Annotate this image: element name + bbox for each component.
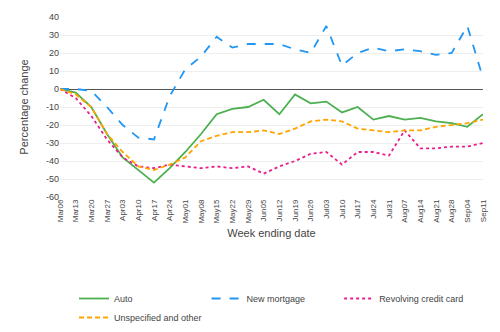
svg-text:Mar27: Mar27 xyxy=(103,199,112,222)
svg-text:Unspecified and other: Unspecified and other xyxy=(114,313,202,323)
svg-text:May15: May15 xyxy=(212,199,221,224)
svg-text:20: 20 xyxy=(49,48,59,58)
svg-text:-20: -20 xyxy=(46,120,59,130)
svg-text:-10: -10 xyxy=(46,102,59,112)
svg-text:Jun26: Jun26 xyxy=(306,199,315,221)
svg-text:Mar13: Mar13 xyxy=(71,199,80,222)
svg-text:Mar20: Mar20 xyxy=(87,199,96,222)
svg-text:Aug28: Aug28 xyxy=(447,199,456,223)
svg-text:Jun19: Jun19 xyxy=(291,199,300,221)
svg-text:Jul10: Jul10 xyxy=(338,199,347,219)
svg-text:Week ending date: Week ending date xyxy=(227,227,315,239)
svg-text:Auto: Auto xyxy=(114,294,133,304)
svg-text:Apr03: Apr03 xyxy=(118,199,127,221)
svg-text:May08: May08 xyxy=(197,199,206,224)
svg-text:May22: May22 xyxy=(228,199,237,224)
svg-text:May29: May29 xyxy=(244,199,253,224)
svg-text:Jun12: Jun12 xyxy=(275,199,284,221)
svg-text:Jul31: Jul31 xyxy=(385,199,394,219)
svg-text:40: 40 xyxy=(49,12,59,22)
svg-text:Aug07: Aug07 xyxy=(400,199,409,223)
svg-text:-50: -50 xyxy=(46,174,59,184)
svg-text:-60: -60 xyxy=(46,192,59,202)
svg-text:Jul24: Jul24 xyxy=(369,199,378,219)
svg-text:Jun05: Jun05 xyxy=(259,199,268,221)
svg-text:Apr10: Apr10 xyxy=(134,199,143,221)
svg-text:Percentage change: Percentage change xyxy=(18,59,30,154)
svg-text:Mar06: Mar06 xyxy=(56,199,65,222)
svg-text:Apr24: Apr24 xyxy=(165,199,174,221)
svg-text:New mortgage: New mortgage xyxy=(247,294,306,304)
svg-text:Sep04: Sep04 xyxy=(463,199,472,223)
svg-text:Aug14: Aug14 xyxy=(416,199,425,223)
svg-text:Revolving credit card: Revolving credit card xyxy=(379,294,463,304)
svg-text:10: 10 xyxy=(49,66,59,76)
svg-text:Sep11: Sep11 xyxy=(479,199,488,222)
svg-text:-40: -40 xyxy=(46,156,59,166)
svg-text:Apr17: Apr17 xyxy=(150,199,159,221)
svg-text:Jul17: Jul17 xyxy=(353,199,362,219)
svg-text:30: 30 xyxy=(49,30,59,40)
svg-text:May01: May01 xyxy=(181,199,190,224)
svg-text:Aug21: Aug21 xyxy=(432,199,441,223)
svg-text:0: 0 xyxy=(54,84,59,94)
svg-text:-30: -30 xyxy=(46,138,59,148)
svg-text:Jul03: Jul03 xyxy=(322,199,331,219)
